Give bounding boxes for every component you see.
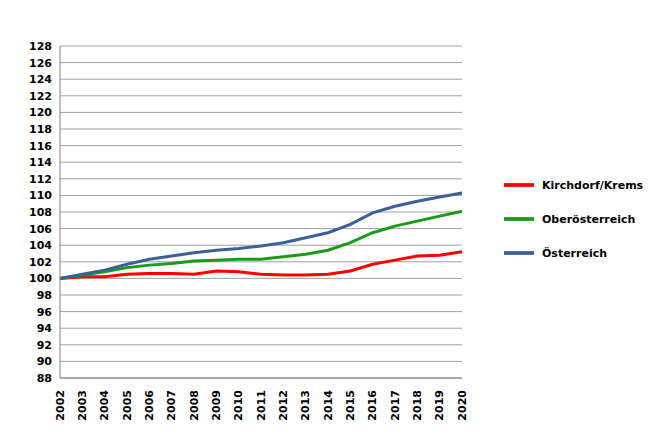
svg-text:2003: 2003 [76,390,89,421]
html-text:Oberösterreich: Oberösterreich [542,213,636,226]
svg-text:100: 100 [29,272,52,285]
svg-text:2009: 2009 [210,390,223,421]
svg-text:2012: 2012 [277,390,290,421]
svg-text:112: 112 [29,173,52,186]
svg-text:108: 108 [29,206,52,219]
svg-text:88: 88 [37,372,52,385]
svg-text:96: 96 [37,306,53,319]
svg-text:104: 104 [29,239,52,252]
svg-text:114: 114 [29,156,52,169]
svg-text:128: 128 [29,40,52,53]
svg-text:2018: 2018 [411,390,424,421]
svg-text:122: 122 [29,90,52,103]
svg-text:2017: 2017 [389,390,402,421]
svg-text:2002: 2002 [54,390,67,421]
svg-text:2005: 2005 [121,390,134,421]
svg-text:124: 124 [29,73,52,86]
svg-text:2007: 2007 [165,390,178,421]
svg-text:120: 120 [29,106,52,119]
svg-text:2006: 2006 [143,390,156,421]
html-text:Österreich: Österreich [542,247,608,260]
svg-text:2010: 2010 [232,390,245,421]
svg-text:2020: 2020 [456,390,469,421]
svg-text:94: 94 [37,322,53,335]
svg-text:126: 126 [29,57,52,70]
svg-text:2013: 2013 [299,390,312,421]
svg-text:2004: 2004 [98,390,111,421]
svg-text:110: 110 [29,189,52,202]
svg-text:90: 90 [37,355,53,368]
svg-text:102: 102 [29,256,52,269]
svg-text:2016: 2016 [366,390,379,421]
svg-text:106: 106 [29,223,52,236]
svg-text:116: 116 [29,140,52,153]
svg-text:2011: 2011 [255,390,268,421]
svg-text:98: 98 [37,289,52,302]
svg-text:118: 118 [29,123,52,136]
svg-text:2008: 2008 [188,390,201,421]
svg-text:2014: 2014 [322,390,335,421]
svg-text:92: 92 [37,339,52,352]
svg-text:2015: 2015 [344,390,357,421]
html-text:Kirchdorf/Krems: Kirchdorf/Krems [542,179,644,192]
svg-text:2019: 2019 [433,390,446,421]
